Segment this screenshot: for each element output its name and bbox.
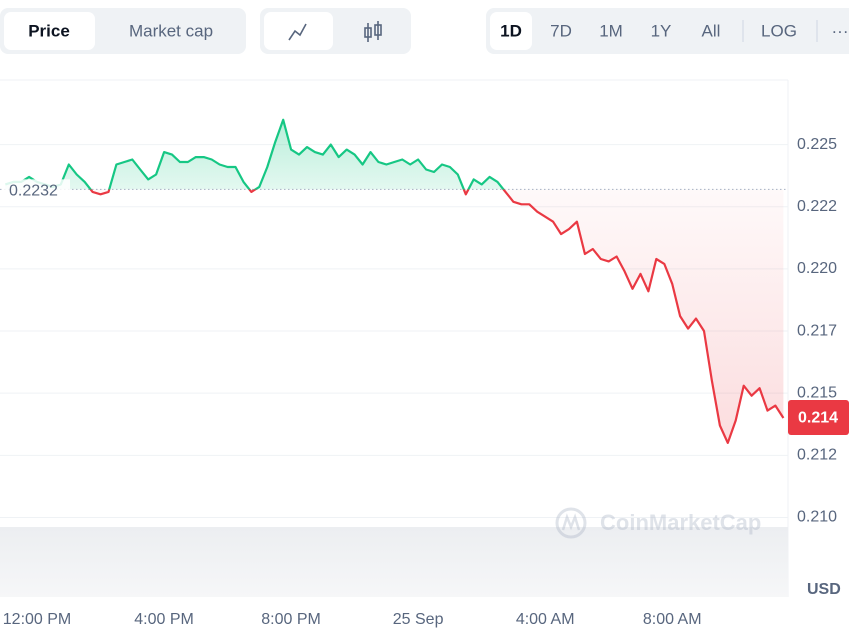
y-tick-label: 0.220 (797, 260, 837, 277)
volume-area (0, 527, 788, 597)
y-tick-label: 0.212 (797, 447, 837, 464)
x-tick-label: 12:00 PM (3, 611, 71, 628)
range-button[interactable]: 1D (500, 21, 522, 40)
range-active[interactable] (490, 12, 532, 50)
y-tick-label: 0.217 (797, 322, 837, 339)
tab[interactable]: Market cap (129, 21, 213, 40)
range-button[interactable]: 1M (599, 21, 623, 40)
range-group (486, 8, 849, 54)
line-icon (288, 23, 307, 41)
y-unit: USD (807, 581, 841, 598)
range-button[interactable]: 7D (550, 21, 572, 40)
price-area (5, 119, 784, 443)
tab[interactable]: Price (28, 21, 70, 40)
y-tick-label: 0.210 (797, 509, 837, 526)
x-tick-label: 4:00 PM (134, 611, 194, 628)
x-tick-label: 4:00 AM (516, 611, 575, 628)
range-button[interactable]: 1Y (651, 21, 672, 40)
price-badge (788, 400, 849, 436)
y-tick-label: 0.225 (797, 136, 837, 153)
range-button[interactable]: LOG (761, 21, 797, 40)
watermark-text: CoinMarketCap (600, 510, 761, 535)
price-line (4, 118, 785, 444)
tab-active[interactable] (4, 12, 95, 50)
range-button[interactable]: All (702, 21, 721, 40)
line-button[interactable] (264, 12, 333, 50)
x-tick-label: 25 Sep (393, 611, 444, 628)
y-tick-label: 0.215 (797, 384, 837, 401)
price-badge-label: 0.214 (798, 409, 838, 426)
x-tick-label: 8:00 PM (261, 611, 321, 628)
y-tick-label: 0.222 (797, 198, 837, 215)
range-button[interactable]: ··· (832, 21, 849, 40)
baseline-label-bg (4, 179, 70, 200)
x-tick-label: 8:00 AM (643, 611, 702, 628)
watermark-logo (561, 513, 581, 531)
watermark: CoinMarketCap (555, 507, 761, 539)
candle-icon[interactable] (364, 21, 382, 42)
baseline-label: 0.2232 (9, 183, 58, 200)
watermark-logo (555, 507, 587, 539)
